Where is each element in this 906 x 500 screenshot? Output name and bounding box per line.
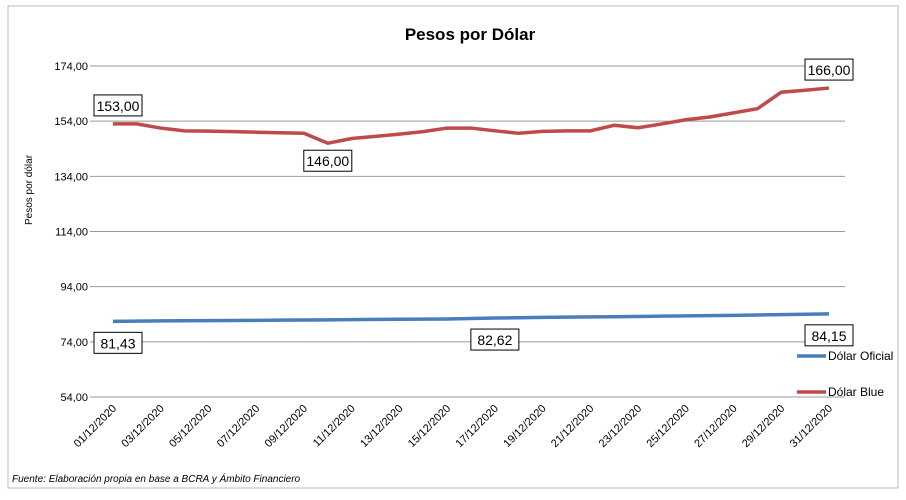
data-label: 166,00 <box>808 62 851 78</box>
data-label-box <box>470 328 520 351</box>
data-label: 84,15 <box>811 328 846 344</box>
chart-title: Pesos por Dólar <box>405 25 536 44</box>
data-label-box <box>804 324 854 347</box>
data-label: 82,62 <box>477 332 512 348</box>
series-line <box>113 86 830 146</box>
y-tick-label: 54,00 <box>60 392 88 404</box>
series-line <box>112 312 830 324</box>
source-note: Fuente: Elaboración propia en base a BCR… <box>12 472 301 485</box>
y-tick-label: 154,00 <box>54 116 88 128</box>
legend-label: Dólar Blue <box>828 385 884 399</box>
y-tick-label: 114,00 <box>55 227 88 239</box>
data-label-box <box>303 149 353 172</box>
chart-border <box>7 5 899 489</box>
y-tick-label: 94,00 <box>60 282 88 294</box>
data-label: 146,00 <box>306 153 349 169</box>
legend-label: Dólar Oficial <box>828 349 893 363</box>
data-label-box <box>804 58 854 81</box>
y-tick-label: 134,00 <box>54 171 88 183</box>
data-label: 153,00 <box>97 98 140 114</box>
data-label-box <box>93 331 143 354</box>
y-tick-label: 74,00 <box>60 337 88 349</box>
data-label-box <box>93 94 143 117</box>
y-axis-label: Pesos por dólar <box>24 154 35 225</box>
y-tick-label: 174,00 <box>54 61 88 73</box>
data-label: 81,43 <box>100 335 135 351</box>
